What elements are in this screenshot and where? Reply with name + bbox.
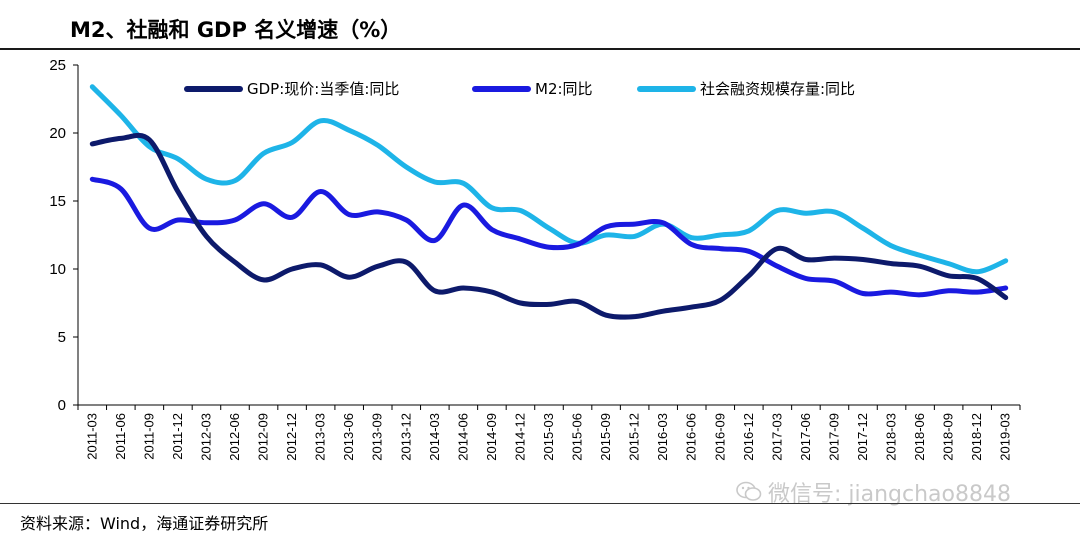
x-tick-label: 2013-12 — [398, 413, 413, 461]
x-tick-label: 2015-03 — [541, 413, 556, 461]
x-tick-label: 2012-06 — [227, 413, 242, 461]
x-tick-label: 2016-03 — [655, 413, 670, 461]
x-tick-label: 2013-09 — [370, 413, 385, 461]
x-tick-label: 2012-03 — [198, 413, 213, 461]
x-tick-label: 2016-09 — [712, 413, 727, 461]
legend-label-gdp: GDP:现价:当季值:同比 — [247, 80, 399, 98]
x-tick-label: 2017-09 — [826, 413, 841, 461]
y-tick-label: 5 — [58, 329, 66, 346]
x-tick-label: 2011-03 — [84, 413, 99, 460]
legend-label-tsf: 社会融资规模存量:同比 — [700, 80, 855, 98]
x-tick-label: 2017-12 — [855, 413, 870, 461]
x-tick-label: 2014-03 — [427, 413, 442, 461]
wechat-icon — [736, 481, 762, 501]
axes-layer: 0 5 10 15 20 25 2011-03 2011-06 2011-09 2011-12 20… — [49, 57, 1021, 461]
x-tick-label: 2018-06 — [912, 413, 927, 461]
series-line-tsf — [89, 84, 1009, 275]
x-tick-label: 2014-06 — [455, 413, 470, 461]
x-tick-label: 2016-12 — [741, 413, 756, 461]
x-tick-label: 2011-12 — [170, 413, 185, 460]
x-tick-label: 2011-06 — [113, 413, 128, 460]
y-tick-label: 20 — [49, 125, 66, 142]
series-line-m2 — [89, 176, 1009, 298]
x-tick-label: 2012-12 — [284, 413, 299, 461]
legend: GDP:现价:当季值:同比 M2:同比 社会融资规模存量:同比 — [184, 80, 855, 98]
x-tick-label: 2013-03 — [313, 413, 328, 461]
x-tick-label: 2016-06 — [684, 413, 699, 461]
x-tick-label: 2015-12 — [627, 413, 642, 461]
header-divider — [0, 48, 1080, 50]
x-tick-label: 2015-09 — [598, 413, 613, 461]
y-tick-label: 0 — [58, 397, 66, 414]
x-tick-label: 2015-06 — [570, 413, 585, 461]
source-note: 资料来源：Wind，海通证券研究所 — [20, 514, 269, 533]
x-tick-label: 2018-09 — [941, 413, 956, 461]
x-tick-label: 2019-03 — [998, 413, 1013, 461]
x-tick-label: 2011-09 — [141, 413, 156, 460]
y-tick-label: 15 — [49, 193, 66, 210]
y-tick-label: 10 — [49, 261, 66, 278]
chart-title: M2、社融和 GDP 名义增速（%） — [70, 18, 402, 42]
x-tick-label: 2017-03 — [769, 413, 784, 461]
watermark: 微信号: jiangchao8848 — [736, 476, 1011, 508]
series-layer — [89, 84, 1009, 320]
x-tick-label: 2014-09 — [484, 413, 499, 461]
line-chart: 0 5 10 15 20 25 2011-03 2011-06 2011-09 2011-12 20… — [49, 57, 1021, 461]
x-tick-label: 2018-12 — [969, 413, 984, 461]
x-tick-label: 2018-03 — [884, 413, 899, 461]
y-tick-label: 25 — [49, 57, 66, 74]
x-tick-label: 2017-06 — [798, 413, 813, 461]
legend-label-m2: M2:同比 — [535, 80, 593, 98]
footer-divider — [0, 503, 1080, 504]
watermark-text: 微信号: jiangchao8848 — [768, 482, 1011, 507]
x-tick-label: 2013-06 — [341, 413, 356, 461]
series-line-gdp — [89, 132, 1009, 320]
x-tick-label: 2014-12 — [512, 413, 527, 461]
x-tick-label: 2012-09 — [256, 413, 271, 461]
